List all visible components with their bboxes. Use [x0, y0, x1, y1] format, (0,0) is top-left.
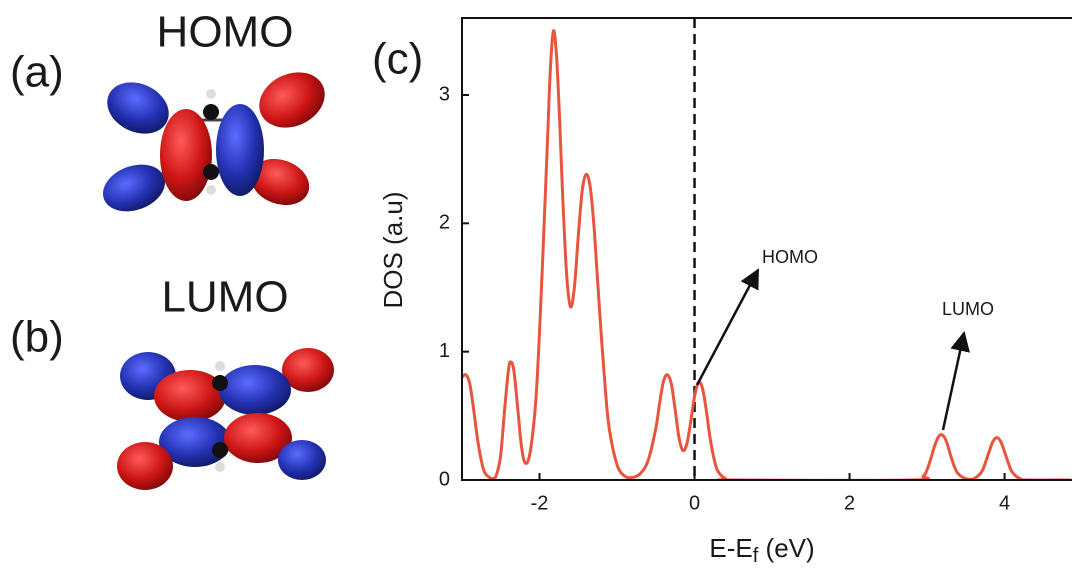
homo-orbital: [96, 62, 333, 220]
x-tick-label: 4: [999, 492, 1010, 514]
lumo-orbital: [117, 348, 334, 490]
y-tick-label: 1: [439, 340, 450, 362]
y-tick-label: 2: [439, 212, 450, 234]
panel-title: LUMO: [161, 273, 288, 322]
panel-label: (c): [372, 35, 423, 84]
page: (a) HOMO (b) LUMO (c) -2 0 2 4 0 1 2 3 E-Ef (eV)…: [0, 0, 1074, 572]
annotation-arrow: [697, 270, 758, 385]
panel-label: (b): [10, 313, 64, 362]
y-axis-label: DOS (a.u): [378, 191, 408, 308]
x-tick-label: -2: [531, 492, 549, 514]
figure: (a) HOMO (b) LUMO (c) -2 0 2 4 0 1 2 3 E-Ef (eV)…: [0, 0, 1074, 572]
annotation: LUMO: [942, 299, 994, 319]
x-tick-label: 0: [689, 492, 700, 514]
x-axis-label: E-Ef (eV): [709, 533, 814, 567]
panel-label: (a): [10, 48, 64, 97]
annotation-arrow: [943, 333, 964, 430]
y-tick-label: 0: [439, 468, 450, 490]
x-tick-label: 2: [844, 492, 855, 514]
panel-title: HOMO: [157, 8, 294, 57]
y-tick-label: 3: [439, 83, 450, 105]
annotation: HOMO: [762, 247, 818, 267]
